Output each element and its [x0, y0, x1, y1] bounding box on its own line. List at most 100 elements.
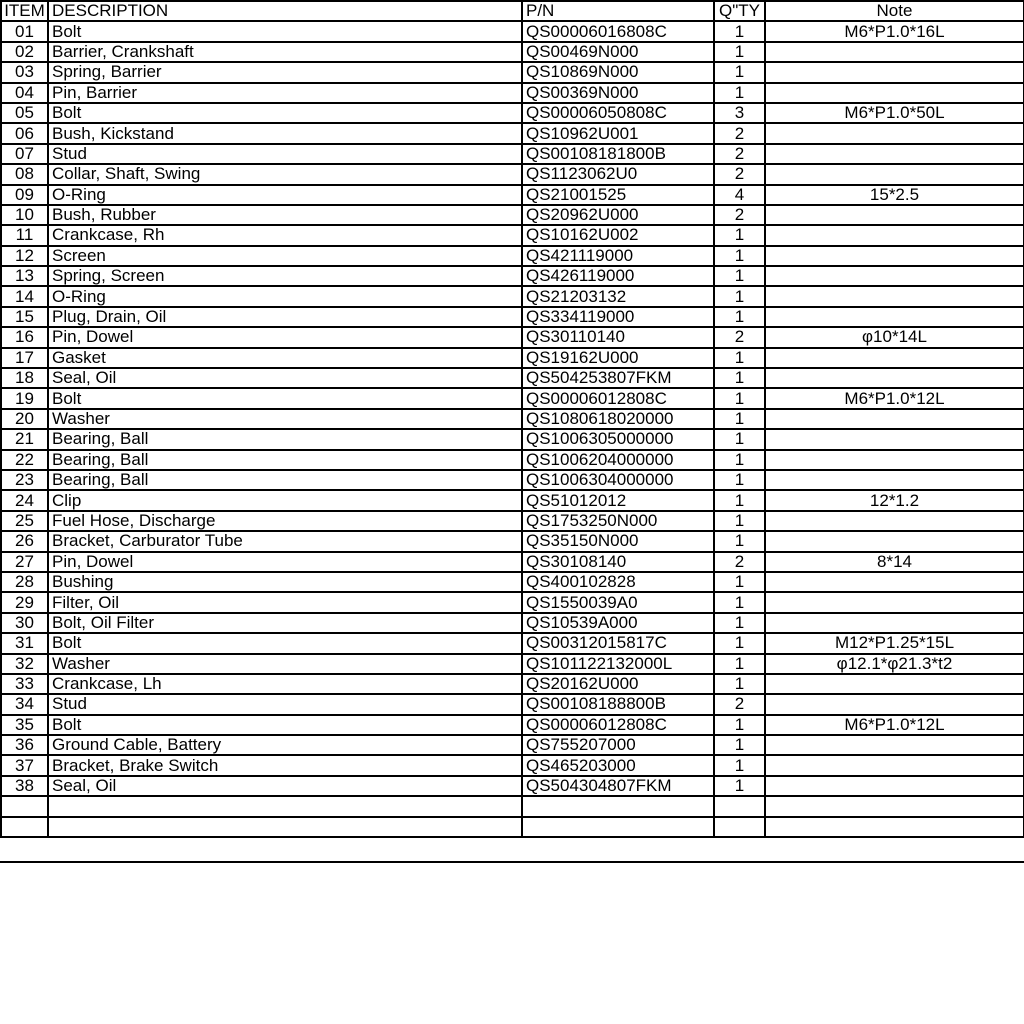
table-row: 33 Crankcase, Lh QS20162U000 1 [0, 672, 1024, 696]
cell-qty: 1 [713, 570, 766, 594]
table-row: 06 Bush, Kickstand QS10962U001 2 [0, 122, 1024, 145]
cell-qty: 1 [713, 713, 766, 737]
cell-item: 05 [0, 101, 49, 125]
cell-note [764, 570, 1024, 594]
cell-note: 15*2.5 [764, 183, 1024, 206]
cell-description: O-Ring [47, 285, 523, 308]
cell-description: Bolt [47, 387, 523, 410]
cell-qty: 2 [713, 550, 766, 573]
cell-item: 22 [0, 448, 49, 472]
cell-note [764, 305, 1024, 329]
cell-pn: QS10962U001 [521, 122, 715, 145]
cell-qty: 1 [713, 652, 766, 675]
table-row: 30 Bolt, Oil Filter QS10539A000 1 [0, 611, 1024, 635]
cell-note: 8*14 [764, 550, 1024, 573]
cell-pn: QS00312015817C [521, 632, 715, 655]
cell-note: M6*P1.0*12L [764, 387, 1024, 410]
cell-item: 01 [0, 20, 49, 43]
cell-note [764, 734, 1024, 757]
header-row: ITEM DESCRIPTION P/N Q"TY Note [0, 0, 1024, 23]
cell-note [764, 346, 1024, 370]
cell-pn: QS504253807FKM [521, 367, 715, 390]
cell-description: Pin, Barrier [47, 81, 523, 104]
cell-item: 09 [0, 183, 49, 206]
cell-note: M6*P1.0*12L [764, 713, 1024, 737]
cell-item [0, 795, 49, 818]
cell-qty: 1 [713, 61, 766, 84]
cell-qty: 1 [713, 407, 766, 431]
cell-description: Bracket, Carburator Tube [47, 530, 523, 553]
cell-qty: 1 [713, 591, 766, 614]
cell-description: Spring, Barrier [47, 61, 523, 84]
cell-note [764, 122, 1024, 145]
cell-note [764, 591, 1024, 614]
cell-description: Bushing [47, 570, 523, 594]
cell-description: Pin, Dowel [47, 326, 523, 349]
cell-item: 19 [0, 387, 49, 410]
table-row: 23 Bearing, Ball QS1006304000000 1 [0, 468, 1024, 492]
table-row: 26 Bracket, Carburator Tube QS35150N000 1 [0, 530, 1024, 553]
cell-note [764, 203, 1024, 227]
cell-pn: QS21001525 [521, 183, 715, 206]
cell-note [764, 224, 1024, 247]
cell-qty: 1 [713, 530, 766, 553]
table-row [0, 815, 1024, 839]
cell-pn: QS51012012 [521, 489, 715, 512]
cell-qty: 1 [713, 224, 766, 247]
cell-description: Bearing, Ball [47, 448, 523, 472]
cell-pn [521, 815, 715, 839]
cell-description: Bolt, Oil Filter [47, 611, 523, 635]
cell-qty: 1 [713, 672, 766, 696]
table-row: 24 Clip QS51012012 1 12*1.2 [0, 489, 1024, 512]
cell-note [764, 367, 1024, 390]
cell-pn: QS00108181800B [521, 142, 715, 166]
cell-note [764, 693, 1024, 716]
cell-item: 11 [0, 224, 49, 247]
cell-qty: 1 [713, 244, 766, 268]
table-row: 21 Bearing, Ball QS1006305000000 1 [0, 428, 1024, 451]
table-row: 14 O-Ring QS21203132 1 [0, 285, 1024, 308]
cell-description: Plug, Drain, Oil [47, 305, 523, 329]
table-row: 08 Collar, Shaft, Swing QS1123062U0 2 [0, 163, 1024, 186]
cell-qty: 1 [713, 611, 766, 635]
cell-pn: QS30110140 [521, 326, 715, 349]
cell-qty: 1 [713, 448, 766, 472]
cell-item: 27 [0, 550, 49, 573]
cell-note [764, 815, 1024, 839]
cell-description: Screen [47, 244, 523, 268]
cell-item: 24 [0, 489, 49, 512]
cell-pn: QS504304807FKM [521, 774, 715, 798]
cell-note [764, 81, 1024, 104]
cell-item: 18 [0, 367, 49, 390]
parts-list-table: ITEM DESCRIPTION P/N Q"TY Note 01 Bolt QS0… [0, 0, 1024, 839]
table-row: 16 Pin, Dowel QS30110140 2 φ10*14L [0, 326, 1024, 349]
cell-note [764, 142, 1024, 166]
cell-note [764, 509, 1024, 533]
table-row: 02 Barrier, Crankshaft QS00469N000 1 [0, 40, 1024, 64]
cell-pn: QS1123062U0 [521, 163, 715, 186]
cell-pn: QS00006050808C [521, 101, 715, 125]
cell-description: Seal, Oil [47, 367, 523, 390]
cell-note [764, 611, 1024, 635]
cell-pn: QS20162U000 [521, 672, 715, 696]
cell-pn: QS19162U000 [521, 346, 715, 370]
cell-description: Bearing, Ball [47, 468, 523, 492]
cell-description: Bolt [47, 632, 523, 655]
cell-pn: QS35150N000 [521, 530, 715, 553]
cell-item: 10 [0, 203, 49, 227]
cell-qty [713, 815, 766, 839]
table-row: 01 Bolt QS00006016808C 1 M6*P1.0*16L [0, 20, 1024, 43]
cell-qty: 2 [713, 203, 766, 227]
cell-item: 03 [0, 61, 49, 84]
cell-item: 37 [0, 754, 49, 777]
cell-item [0, 815, 49, 839]
table-row: 18 Seal, Oil QS504253807FKM 1 [0, 367, 1024, 390]
cell-description [47, 795, 523, 818]
table-row: 28 Bushing QS400102828 1 [0, 570, 1024, 594]
cell-item: 21 [0, 428, 49, 451]
cell-description: Bolt [47, 713, 523, 737]
cell-pn: QS10869N000 [521, 61, 715, 84]
table-row: 29 Filter, Oil QS1550039A0 1 [0, 591, 1024, 614]
cell-pn: QS10539A000 [521, 611, 715, 635]
cell-description: Fuel Hose, Discharge [47, 509, 523, 533]
